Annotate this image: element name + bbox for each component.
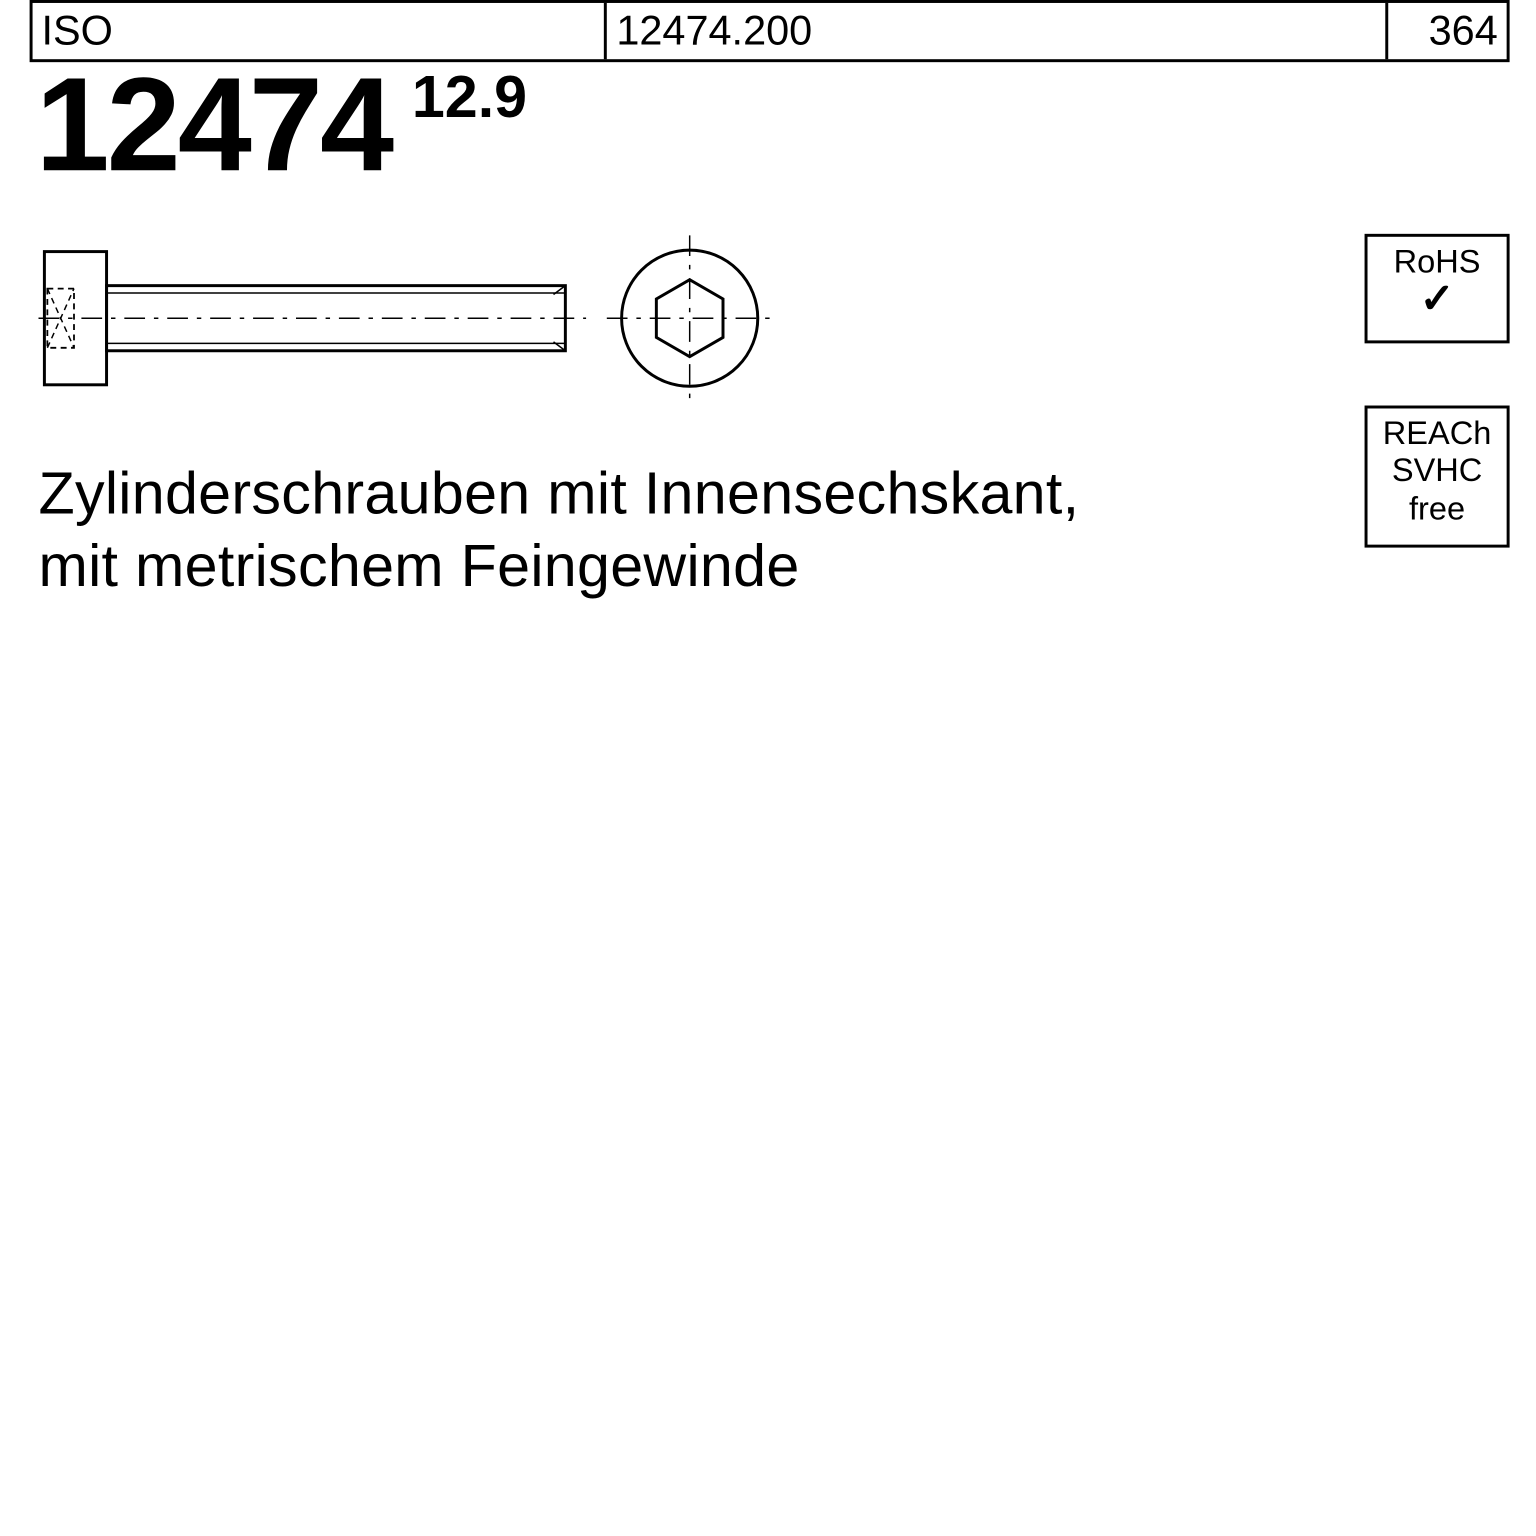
header-standard-body: ISO [33,3,608,59]
reach-line3: free [1370,489,1503,526]
reach-line1: REACh [1370,414,1503,451]
description-line1: Zylinderschrauben mit Innensechskant, [38,462,1079,527]
header-code: 12474.200 [607,3,1388,59]
standard-number: 12474 [30,59,400,192]
description: Zylinderschrauben mit Innensechskant, mi… [38,459,1079,603]
bolt-drawing [38,229,808,407]
description-line2: mit metrischem Feingewinde [38,534,799,599]
rohs-badge: RoHS ✓ [1365,234,1510,344]
check-icon: ✓ [1370,280,1503,317]
reach-line2: SVHC [1370,452,1503,489]
strength-grade: 12.9 [400,59,527,192]
rohs-label: RoHS [1370,243,1503,280]
datasheet: ISO 12474.200 364 12474 12.9 RoHS ✓ REAC… [30,0,1510,740]
header-page: 364 [1389,3,1507,59]
title-row: 12474 12.9 [30,59,1510,192]
reach-badge: REACh SVHC free [1365,406,1510,548]
